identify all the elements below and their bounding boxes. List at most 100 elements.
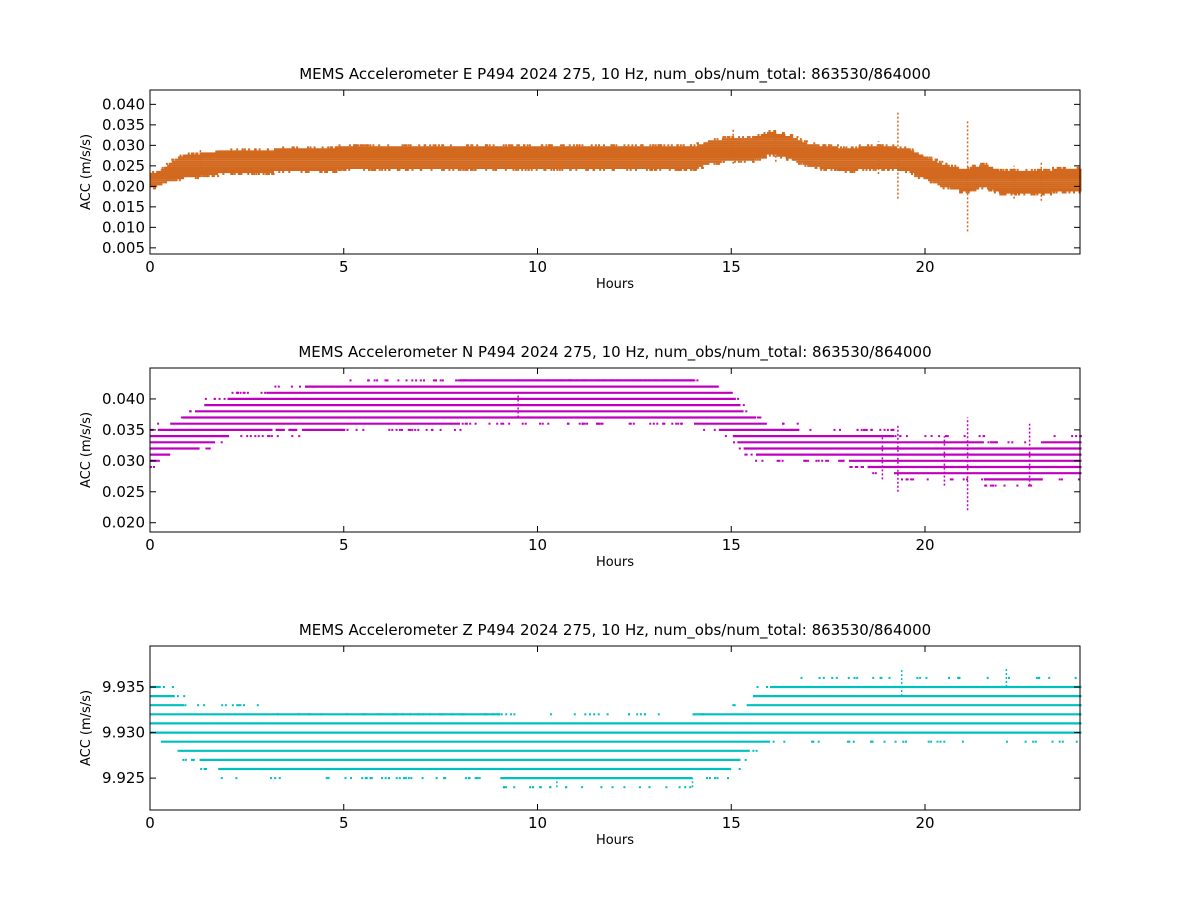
east-outlier-point [930, 156, 933, 159]
east-outlier-point [1061, 191, 1064, 194]
vertical-xtick-label: 20 [915, 814, 934, 832]
east-outlier-point [213, 175, 215, 178]
east-outlier-point [652, 144, 655, 147]
north-outlier-point [240, 435, 243, 438]
north-outlier-point [860, 466, 863, 468]
north-outlier-point [713, 428, 716, 431]
north-outlier-point [987, 441, 990, 444]
north-outlier-point [938, 435, 941, 438]
east-outlier-point [1059, 166, 1062, 169]
vertical-outlier-point [606, 713, 609, 716]
east-outlier-point [905, 171, 907, 173]
east-outlier-point [799, 138, 802, 141]
east-outlier-point [334, 146, 337, 149]
north-outlier-point [856, 428, 859, 431]
vertical-outlier-point [856, 676, 859, 679]
east-outlier-point [1050, 193, 1052, 196]
east-outlier-point [908, 148, 911, 151]
north-outlier-point [481, 379, 484, 382]
north-outlier-point [373, 379, 376, 382]
east-outlier-point [152, 171, 155, 173]
east-outlier-point [713, 138, 716, 141]
north-outlier-point [863, 428, 865, 431]
east-outlier-point [196, 152, 199, 155]
vertical-outlier-point [500, 713, 503, 716]
north-outlier-point [411, 428, 414, 431]
vertical-outlier-point [1035, 676, 1038, 679]
east-outlier-point [282, 171, 285, 173]
east-outlier-point [262, 173, 265, 175]
north-outlier-point [1071, 435, 1074, 438]
vertical-outlier-point [1024, 740, 1027, 743]
north-outlier-point [205, 447, 208, 450]
vertical-xtick-label: 5 [339, 814, 349, 832]
east-outlier-point [959, 191, 962, 194]
panel-north-xticks: 0 5 10 15 20 [145, 368, 935, 554]
north-outlier-point [458, 379, 461, 382]
east-xtick-label: 5 [339, 258, 349, 276]
north-outlier-point [856, 466, 859, 468]
east-outlier-point [731, 136, 734, 139]
panel-vertical-frame [149, 645, 1081, 811]
east-outlier-point [1004, 193, 1007, 196]
east-outlier-point [1009, 168, 1012, 171]
vertical-outlier-point [848, 740, 851, 743]
vertical-outlier-point [421, 777, 424, 780]
east-outlier-point [553, 168, 555, 171]
east-outlier-point [307, 146, 309, 149]
east-outlier-point [1053, 191, 1056, 194]
east-outlier-point [466, 168, 469, 171]
north-outlier-point [724, 435, 727, 438]
east-outlier-point [773, 130, 776, 132]
east-outlier-point [575, 168, 578, 171]
north-outlier-point [750, 453, 753, 456]
east-outlier-point [429, 144, 432, 147]
east-outlier-point [502, 144, 505, 147]
east-outlier-point [401, 144, 404, 147]
north-outlier-point [901, 478, 903, 481]
north-outlier-point [276, 435, 279, 438]
vertical-outlier-point [772, 740, 775, 743]
vertical-outlier-point [939, 740, 942, 743]
east-outlier-point [544, 168, 547, 171]
east-outlier-point [1018, 193, 1020, 196]
east-outlier-point [404, 168, 407, 171]
panel-vertical-title: MEMS Accelerometer Z P494 2024 275, 10 H… [299, 621, 931, 640]
vertical-outlier-point [888, 676, 891, 679]
north-outlier-point [395, 428, 398, 431]
north-outlier-point [992, 484, 994, 487]
east-outlier-point [985, 162, 988, 165]
panel-east-title: MEMS Accelerometer E P494 2024 275, 10 H… [299, 65, 931, 84]
vertical-outlier-point [783, 740, 786, 743]
east-outlier-point [430, 168, 433, 171]
north-outlier-point [680, 422, 683, 425]
east-outlier-point [1042, 193, 1045, 196]
vertical-outlier-point [513, 786, 516, 789]
north-ytick-label: 0.035 [102, 421, 145, 439]
north-outlier-point [439, 428, 442, 431]
east-outlier-point [1052, 166, 1054, 169]
east-outlier-point [292, 146, 295, 149]
east-outlier-point [740, 160, 743, 163]
vertical-outlier-point [395, 777, 398, 780]
north-outlier-point [671, 422, 674, 425]
east-outlier-point [973, 164, 976, 167]
north-outlier-point [778, 459, 781, 462]
north-outlier-point [990, 441, 992, 444]
north-outlier-point [524, 422, 527, 425]
east-outlier-point [928, 156, 931, 159]
east-outlier-point [327, 146, 330, 149]
east-outlier-point [517, 144, 520, 147]
north-outlier-point [474, 422, 477, 425]
north-outlier-point [910, 478, 913, 481]
east-outlier-point [823, 168, 826, 171]
east-outlier-point [1041, 193, 1044, 196]
east-outlier-point [387, 144, 390, 147]
east-outlier-point [319, 171, 322, 173]
east-outlier-point [441, 168, 444, 171]
east-outlier-point [805, 140, 808, 143]
east-outlier-point [251, 173, 254, 175]
east-outlier-point [867, 144, 870, 147]
east-outlier-point [231, 173, 234, 175]
vertical-outlier-point [539, 786, 542, 789]
